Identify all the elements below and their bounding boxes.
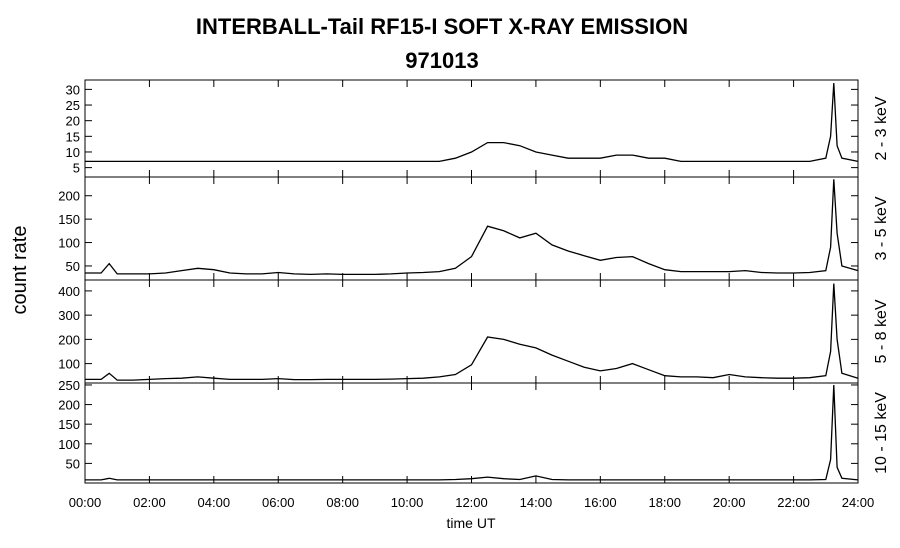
y-tick-label: 150	[58, 417, 80, 432]
y-tick-label: 200	[58, 189, 80, 204]
y-tick-label: 400	[58, 284, 80, 299]
x-tick-label: 00:00	[69, 495, 102, 510]
y-tick-label: 200	[58, 398, 80, 413]
x-tick-label: 10:00	[391, 495, 424, 510]
y-tick-label: 100	[58, 357, 80, 372]
chart-subtitle: 971013	[405, 48, 478, 73]
y-tick-label: 25	[66, 98, 80, 113]
x-tick-label: 20:00	[713, 495, 746, 510]
y-tick-label: 5	[73, 161, 80, 176]
x-tick-label: 02:00	[133, 495, 166, 510]
y-tick-label: 20	[66, 114, 80, 129]
y-tick-label: 150	[58, 212, 80, 227]
panel-frame	[84, 79, 859, 178]
y-tick-label: 300	[58, 308, 80, 323]
panel-label: 10 - 15 keV	[873, 392, 890, 474]
series-line	[85, 83, 859, 163]
panel-frame	[84, 279, 859, 384]
x-tick-label: 22:00	[777, 495, 810, 510]
y-tick-label: 250	[58, 378, 80, 393]
y-tick-label: 15	[66, 129, 80, 144]
x-tick-label: 18:00	[648, 495, 681, 510]
x-tick-label: 12:00	[455, 495, 488, 510]
panel-label: 5 - 8 keV	[873, 299, 890, 363]
y-tick-label: 50	[66, 456, 80, 471]
x-tick-label: 06:00	[262, 495, 295, 510]
y-tick-label: 50	[66, 259, 80, 274]
x-tick-label: 24:00	[842, 495, 875, 510]
y-tick-label: 10	[66, 145, 80, 160]
x-tick-label: 16:00	[584, 495, 617, 510]
x-axis-label: time UT	[447, 515, 496, 531]
chart-title: INTERBALL-Tail RF15-I SOFT X-RAY EMISSIO…	[196, 14, 688, 39]
y-tick-label: 100	[58, 236, 80, 251]
x-tick-label: 04:00	[198, 495, 231, 510]
x-tick-label: 08:00	[326, 495, 359, 510]
series-line	[85, 384, 859, 481]
y-tick-label: 100	[58, 437, 80, 452]
panel-frame	[84, 382, 859, 484]
panel-label: 2 - 3 keV	[873, 96, 890, 160]
panel-label: 3 - 5 keV	[873, 196, 890, 260]
panel-frame	[84, 176, 859, 281]
series-line	[85, 283, 859, 381]
y-tick-label: 200	[58, 332, 80, 347]
y-tick-label: 30	[66, 82, 80, 97]
y-axis-label: count rate	[9, 226, 31, 315]
x-tick-label: 14:00	[520, 495, 553, 510]
series-line	[85, 179, 859, 276]
